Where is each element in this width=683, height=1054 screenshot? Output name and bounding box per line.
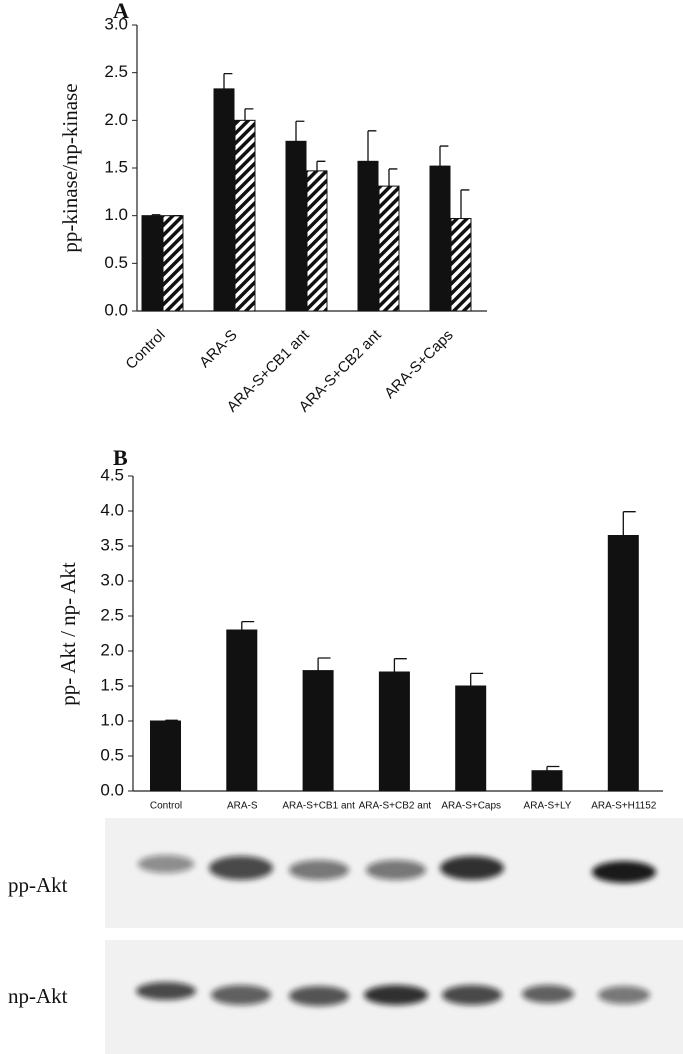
blot-bands [136,855,656,1006]
y-tick-label: 1.0 [100,710,124,729]
y-tick-label: 3.5 [100,535,124,554]
bar [429,165,451,312]
bar [141,215,163,312]
x-tick-label: Control [150,801,182,812]
y-tick-label: 2.5 [104,62,128,81]
y-tick-label: 0.0 [104,300,128,319]
error-bar [622,511,636,536]
y-tick-label: 3.0 [104,14,128,33]
bar [285,140,307,312]
y-tick-label: 2.0 [100,640,124,659]
error-bar [151,214,161,216]
error-bar [393,658,407,672]
bar [357,160,379,312]
x-tick-label: Control [122,327,168,373]
error-bar [439,145,449,167]
bar [450,218,472,312]
error-bar [546,765,560,771]
x-tick-label: ARA-S [196,327,240,371]
error-bar [367,130,377,162]
bar [226,629,258,792]
y-tick-label: 2.0 [104,110,128,129]
y-tick-label: 4.5 [100,465,124,484]
panel-label: A [113,0,129,23]
blot-label: np-Akt [8,984,68,1008]
y-tick-label: 2.5 [100,605,124,624]
error-bar [470,672,484,686]
error-bar [164,719,178,721]
bar [234,119,256,312]
bar [607,535,639,792]
error-bar [460,189,470,219]
y-axis-label: pp-kinase/np-kinase [58,83,82,252]
y-tick-label: 0.5 [104,253,128,272]
error-bar [223,72,233,89]
x-tick-label: ARA-S+Caps [381,327,456,402]
error-bar [244,108,254,121]
error-bar [388,168,398,187]
error-bar [317,657,331,671]
x-tick-label: ARA-S+H1152 [591,801,657,812]
bar [150,720,181,792]
x-tick-label: ARA-S+LY [524,801,572,812]
y-tick-label: 3.0 [100,570,124,589]
x-tick-label: ARA-S+CB2 ant [359,801,432,812]
bar [213,88,235,312]
error-bar [241,620,255,630]
bar [378,185,400,312]
bar [302,670,334,792]
y-tick-label: 1.5 [104,157,128,176]
blot-label: pp-Akt [8,873,68,897]
bar [378,671,410,792]
x-tick-label: ARA-S [227,801,258,812]
bar [455,685,487,792]
panel-label: B [113,445,128,470]
y-tick-label: 1.5 [100,675,124,694]
bar [531,770,563,792]
bar [162,215,184,312]
x-tick-label: ARA-S+CB1 ant [282,801,355,812]
y-tick-label: 0.0 [100,780,124,799]
y-axis-label: pp- Akt / np- Akt [56,562,80,706]
error-bar [316,160,326,171]
y-tick-label: 0.5 [100,745,124,764]
y-tick-label: 4.0 [100,500,124,519]
y-tick-label: 1.0 [104,205,128,224]
x-tick-label: ARA-S+Caps [441,801,501,812]
bar [306,170,328,312]
error-bar [295,120,305,142]
